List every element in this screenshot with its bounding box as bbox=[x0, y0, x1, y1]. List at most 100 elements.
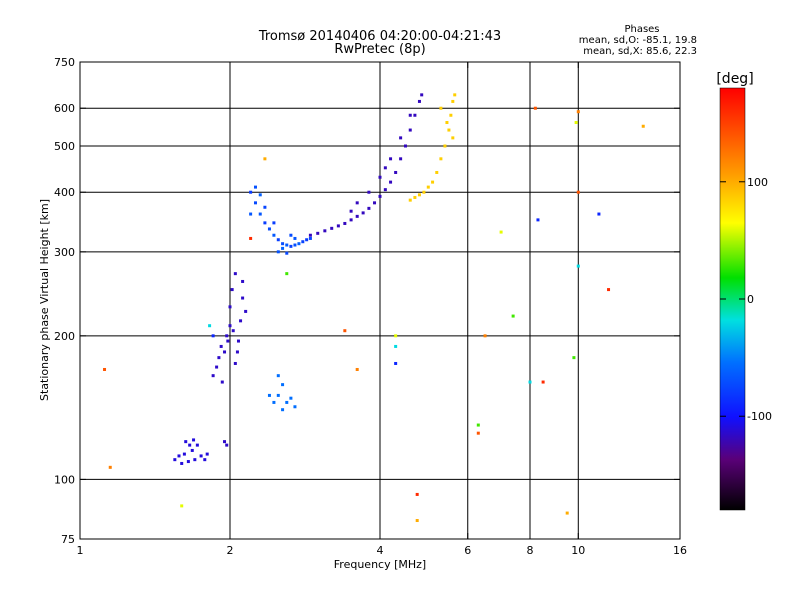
data-point bbox=[217, 356, 221, 360]
data-point bbox=[439, 106, 443, 110]
data-point bbox=[241, 279, 245, 283]
data-point bbox=[431, 180, 435, 184]
data-point bbox=[244, 309, 248, 313]
data-point bbox=[399, 136, 403, 140]
colorbar-ticks: 100 0 -100 bbox=[720, 176, 772, 423]
data-points bbox=[103, 93, 645, 523]
data-point bbox=[263, 157, 267, 161]
data-point bbox=[451, 99, 455, 103]
grid-lines bbox=[80, 62, 680, 539]
data-point bbox=[195, 443, 199, 447]
data-point bbox=[389, 157, 393, 161]
data-point bbox=[281, 383, 285, 387]
data-point bbox=[236, 339, 240, 343]
data-point bbox=[417, 193, 421, 197]
data-point bbox=[445, 121, 449, 125]
data-point bbox=[576, 264, 580, 268]
y-tick-label: 500 bbox=[54, 140, 75, 153]
y-tick-label: 75 bbox=[61, 533, 75, 546]
data-point bbox=[289, 244, 293, 248]
data-point bbox=[192, 438, 196, 442]
data-point bbox=[349, 209, 353, 213]
data-point bbox=[536, 218, 540, 222]
data-point bbox=[533, 106, 537, 110]
data-point bbox=[641, 124, 645, 128]
data-point bbox=[289, 396, 293, 400]
data-point bbox=[394, 344, 398, 348]
data-point bbox=[220, 380, 224, 384]
data-point bbox=[267, 393, 271, 397]
data-point bbox=[439, 157, 443, 161]
data-point bbox=[435, 170, 439, 174]
data-point bbox=[225, 443, 229, 447]
x-tick-label: 6 bbox=[464, 544, 471, 557]
data-point bbox=[449, 113, 453, 117]
data-point bbox=[367, 190, 371, 194]
x-tick-label: 4 bbox=[377, 544, 384, 557]
data-point bbox=[249, 236, 253, 240]
data-point bbox=[211, 334, 215, 338]
data-point bbox=[289, 233, 293, 237]
data-point bbox=[336, 224, 340, 228]
data-point bbox=[239, 319, 243, 323]
data-point bbox=[228, 324, 232, 328]
data-point bbox=[367, 206, 371, 210]
data-point bbox=[399, 157, 403, 161]
data-point bbox=[349, 218, 353, 222]
chart-title: Tromsø 20140406 04:20:00-04:21:43 bbox=[258, 29, 501, 44]
data-point bbox=[316, 231, 320, 235]
data-point bbox=[373, 201, 377, 205]
data-point bbox=[249, 212, 253, 216]
y-axis-label: Stationary phase Virtual Height [km] bbox=[38, 199, 51, 401]
data-point bbox=[301, 240, 305, 244]
data-point bbox=[276, 238, 280, 242]
data-point bbox=[258, 193, 262, 197]
data-point bbox=[263, 205, 267, 209]
colorbar-tick-label: 100 bbox=[747, 176, 768, 189]
data-point bbox=[426, 185, 430, 189]
data-point bbox=[285, 243, 289, 247]
x-tick-label: 2 bbox=[227, 544, 234, 557]
data-point bbox=[182, 452, 186, 456]
data-point bbox=[293, 236, 297, 240]
data-point bbox=[231, 329, 235, 333]
data-point bbox=[211, 374, 215, 378]
x-axis-label: Frequency [MHz] bbox=[334, 558, 426, 571]
data-point bbox=[308, 236, 312, 240]
data-point bbox=[476, 431, 480, 435]
data-point bbox=[355, 201, 359, 205]
y-axis-ticks: 75 100 200 300 400 500 600 750 bbox=[54, 56, 680, 546]
data-point bbox=[215, 365, 219, 369]
data-point bbox=[415, 519, 419, 523]
colorbar-label: [deg] bbox=[716, 71, 753, 87]
data-point bbox=[186, 460, 190, 464]
data-point bbox=[499, 230, 503, 234]
data-point bbox=[355, 367, 359, 371]
data-point bbox=[293, 243, 297, 247]
x-axis-ticks: 1 2 4 6 8 10 16 bbox=[77, 62, 687, 557]
data-point bbox=[413, 113, 417, 117]
data-point bbox=[281, 242, 285, 246]
data-point bbox=[343, 329, 347, 333]
data-point bbox=[394, 334, 398, 338]
data-point bbox=[420, 93, 424, 97]
data-point bbox=[272, 233, 276, 237]
data-point bbox=[188, 443, 192, 447]
data-point bbox=[447, 128, 451, 132]
data-point bbox=[193, 458, 197, 462]
data-point bbox=[276, 250, 280, 254]
x-tick-label: 8 bbox=[527, 544, 534, 557]
data-point bbox=[177, 454, 181, 458]
data-point bbox=[293, 405, 297, 409]
data-point bbox=[103, 367, 107, 371]
data-point bbox=[453, 93, 457, 97]
data-point bbox=[281, 246, 285, 250]
data-point bbox=[225, 334, 229, 338]
data-point bbox=[408, 113, 412, 117]
data-point bbox=[223, 440, 227, 444]
data-point bbox=[228, 305, 232, 309]
data-point bbox=[574, 121, 578, 125]
data-point bbox=[572, 356, 576, 360]
data-point bbox=[394, 170, 398, 174]
